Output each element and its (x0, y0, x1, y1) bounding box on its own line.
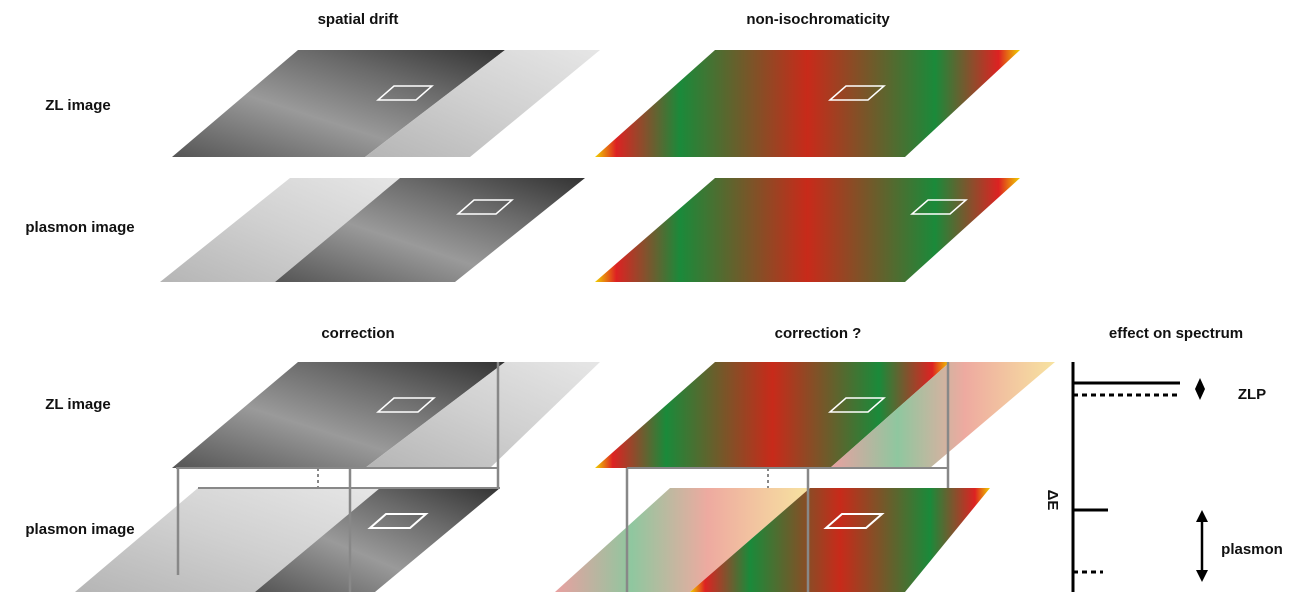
row-label: ZL image (45, 396, 111, 413)
diagram: spatial drift non-isochromaticity ZL ima… (0, 0, 1294, 594)
row-label: ZL image (45, 97, 111, 114)
column-title: correction ? (775, 325, 862, 342)
labels: spatial drift non-isochromaticity ZL ima… (25, 11, 1282, 558)
row-label: plasmon image (25, 521, 134, 538)
row-label: plasmon image (25, 219, 134, 236)
column-title: effect on spectrum (1109, 325, 1243, 342)
image-layer (595, 50, 1020, 157)
column-title: spatial drift (318, 11, 399, 28)
panels (75, 50, 1055, 592)
arrow-head (1196, 570, 1208, 582)
plasmon-label: plasmon (1221, 541, 1283, 558)
column-title: correction (321, 325, 394, 342)
arrow-head (1195, 378, 1205, 389)
spectrum (1073, 362, 1208, 592)
zlp-label: ZLP (1238, 386, 1266, 403)
arrow-head (1195, 389, 1205, 400)
image-layer (595, 178, 1020, 282)
axis-label: ΔE (1044, 490, 1061, 511)
column-title: non-isochromaticity (746, 11, 890, 28)
arrow-head (1196, 510, 1208, 522)
